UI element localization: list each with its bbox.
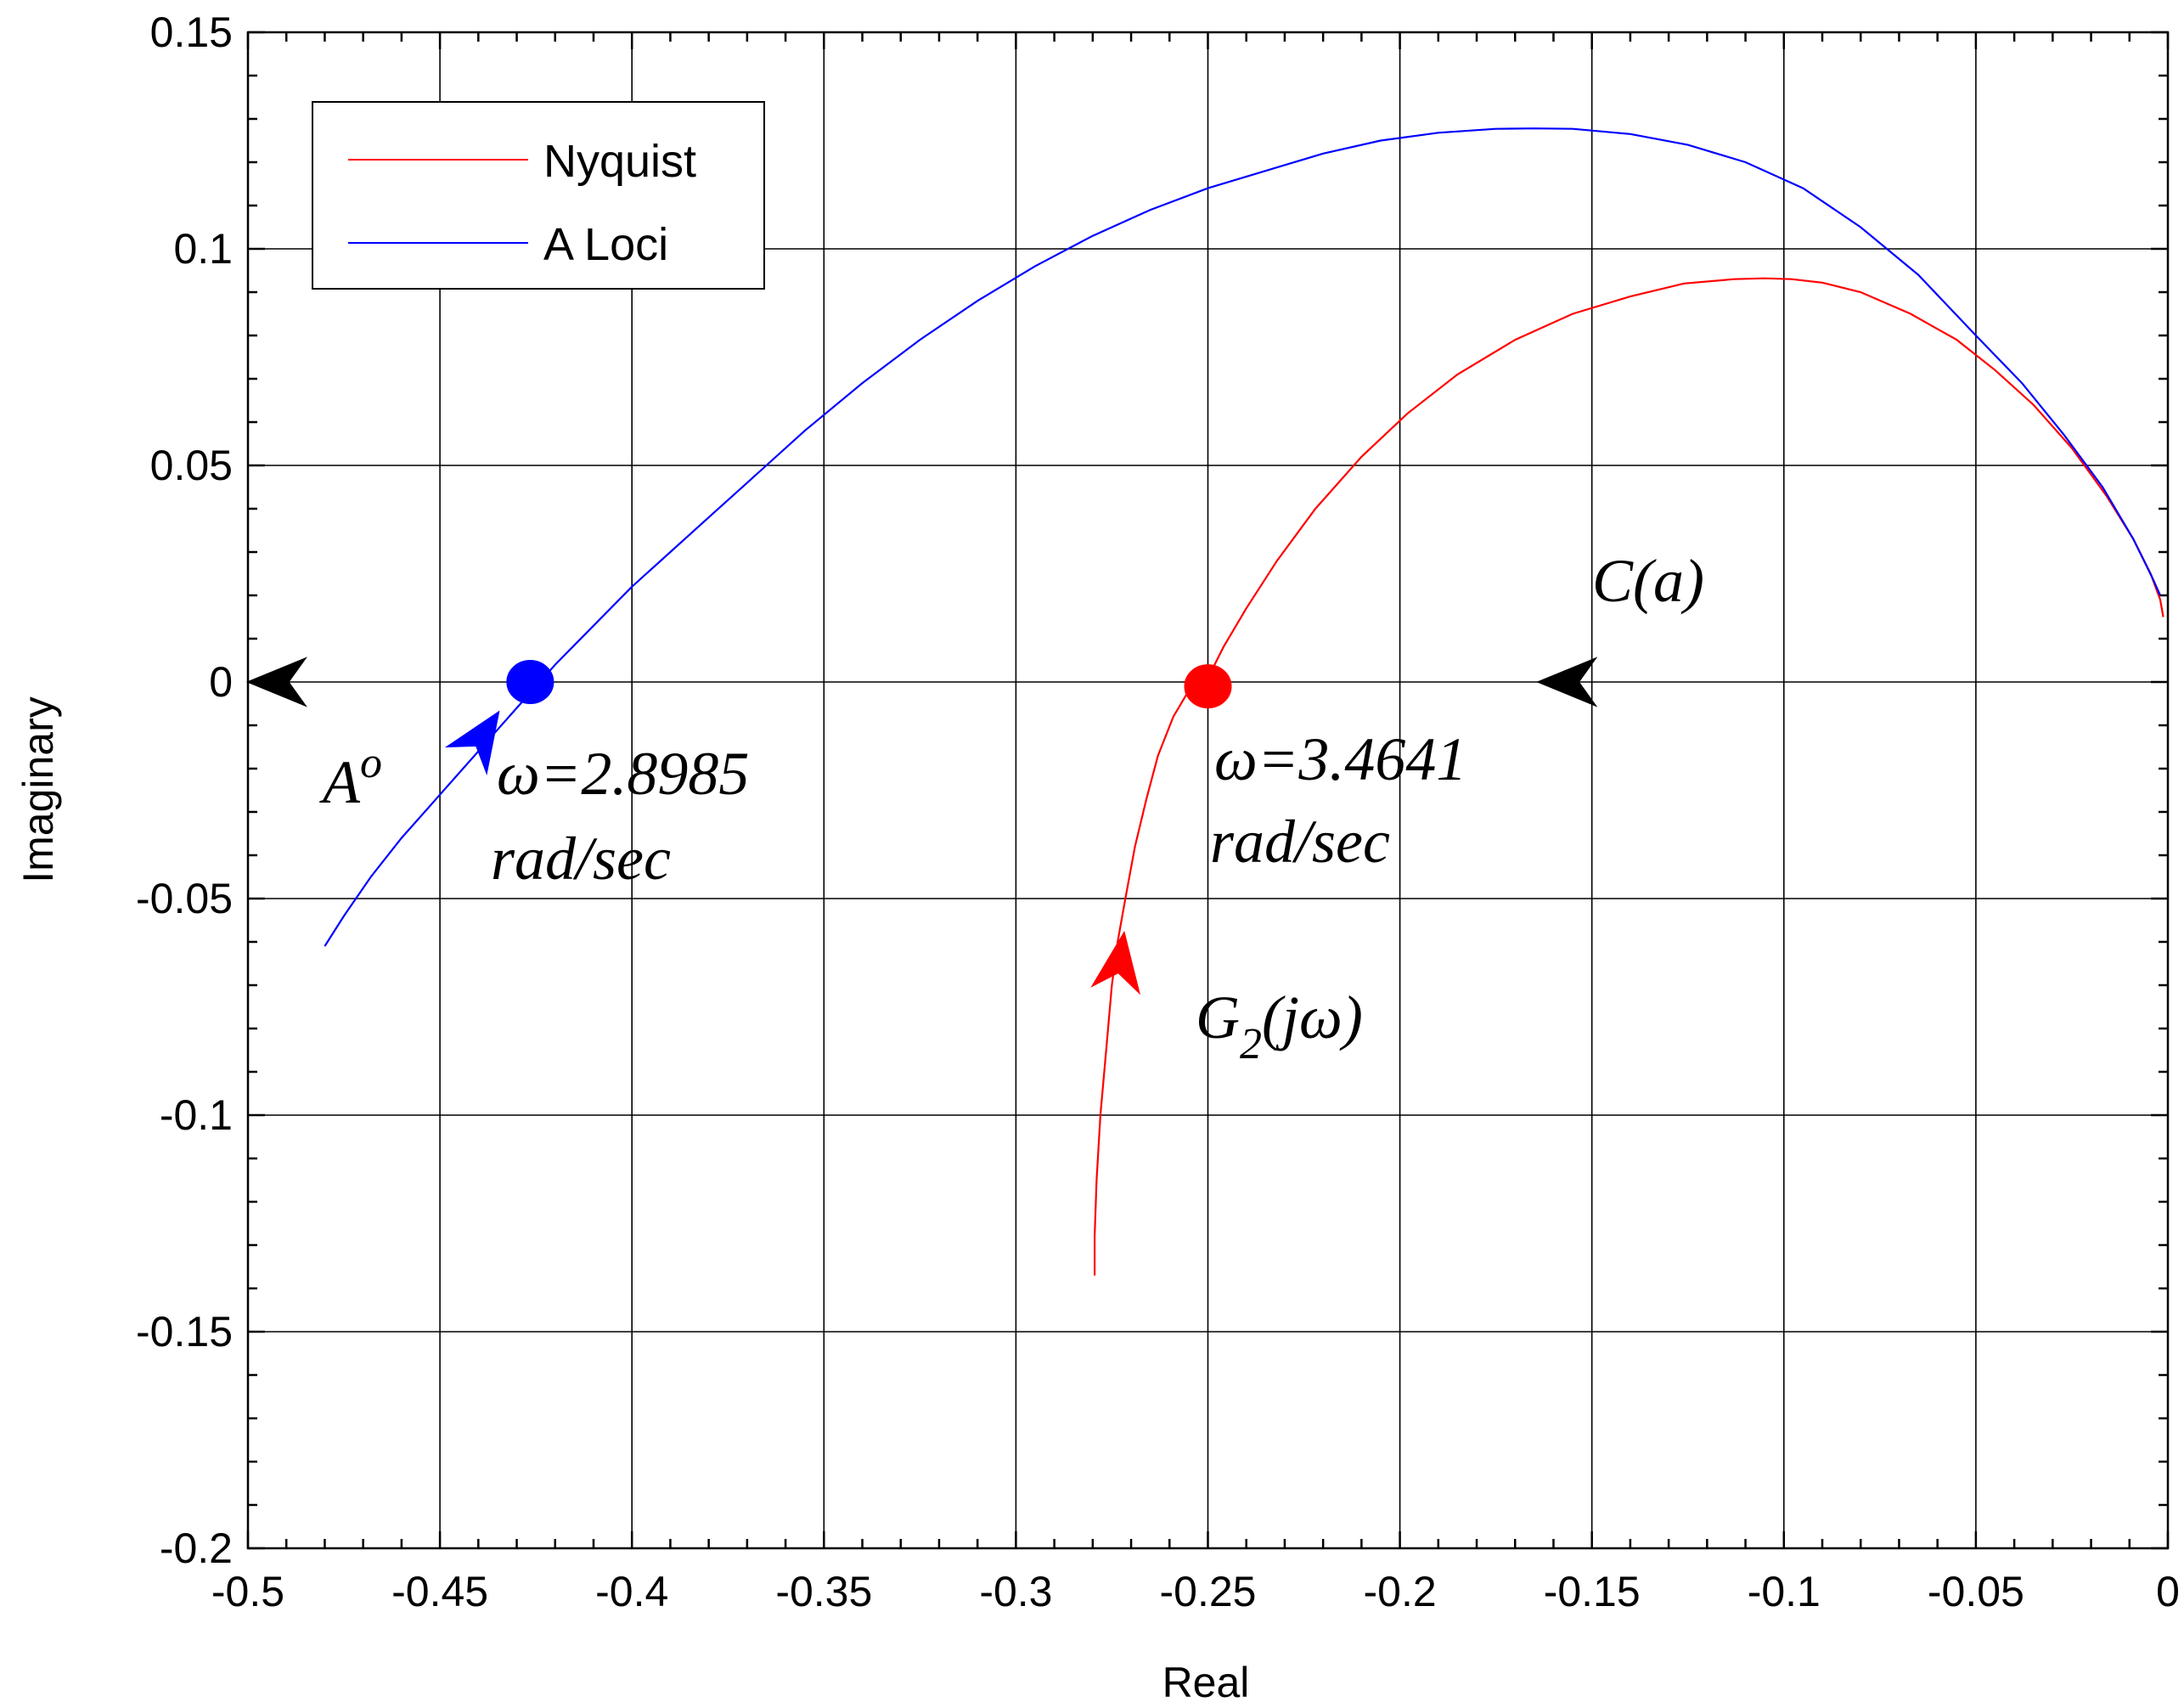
x-tick-label: -0.35 (775, 1568, 872, 1615)
crossing-marker (506, 660, 554, 704)
annotation-c-a: C(a) (1592, 547, 1704, 615)
annotation-unit-1: rad/sec (491, 825, 671, 893)
x-tick-label: -0.15 (1544, 1568, 1641, 1615)
legend-box (312, 101, 765, 290)
x-tick-label: -0.5 (211, 1568, 284, 1615)
y-tick-label: -0.2 (160, 1524, 233, 1572)
annotation-a-superscript: o (360, 739, 382, 787)
crossing-markers (506, 660, 1232, 709)
y-tick-label: -0.15 (136, 1308, 233, 1355)
annotation-omega-1: ω=2.8985 (497, 740, 749, 808)
x-tick-label: -0.4 (595, 1568, 668, 1615)
annotation-omega-2: ω=3.4641 (1214, 725, 1466, 793)
x-axis-label: Real (1162, 1659, 1250, 1702)
tick-labels: -0.5 -0.45 -0.4 -0.35 -0.3 -0.25 -0.2 -0.15 -0.1… (136, 8, 2180, 1615)
direction-arrow (245, 657, 307, 707)
y-tick-label: -0.05 (136, 875, 233, 922)
y-tick-label: 0.15 (150, 8, 233, 56)
x-tick-label: -0.3 (979, 1568, 1052, 1615)
grid (248, 32, 2168, 1548)
annotation-g-base: G (1196, 983, 1240, 1051)
x-tick-label: 0 (2156, 1568, 2180, 1615)
direction-arrow (444, 710, 500, 776)
x-tick-label: -0.1 (1748, 1568, 1821, 1615)
annotation-g-subscript: 2 (1240, 1020, 1262, 1068)
series-a-loci-line (324, 127, 2162, 947)
y-tick-label: 0 (209, 658, 233, 706)
plot-frame (246, 31, 2170, 1550)
y-tick-label: -0.1 (160, 1091, 233, 1139)
y-tick-label: 0.1 (173, 225, 233, 273)
y-axis-label: Imaginary (14, 696, 62, 883)
annotation-a-o: Ao (319, 739, 382, 816)
series-nyquist-line (1093, 277, 2164, 1276)
legend-label-nyquist: Nyquist (543, 136, 696, 187)
legend-label-a-loci: A Loci (543, 219, 668, 270)
annotation-unit-2: rad/sec (1210, 808, 1390, 876)
x-tick-label: -0.2 (1364, 1568, 1437, 1615)
x-tick-label: -0.05 (1928, 1568, 2024, 1615)
direction-arrow (1090, 930, 1141, 995)
series-layer (324, 127, 2164, 1276)
x-tick-label: -0.45 (391, 1568, 488, 1615)
annotation-g-argument: (jω) (1262, 983, 1363, 1051)
direction-arrows (245, 657, 1598, 995)
crossing-marker (1184, 664, 1232, 709)
annotation-g2-jw: G2(jω) (1196, 983, 1363, 1068)
y-tick-label: 0.05 (150, 442, 233, 489)
x-tick-label: -0.25 (1160, 1568, 1257, 1615)
direction-arrow (1536, 657, 1598, 707)
legend: Nyquist A Loci (312, 101, 765, 290)
annotation-a-base: A (319, 748, 361, 816)
